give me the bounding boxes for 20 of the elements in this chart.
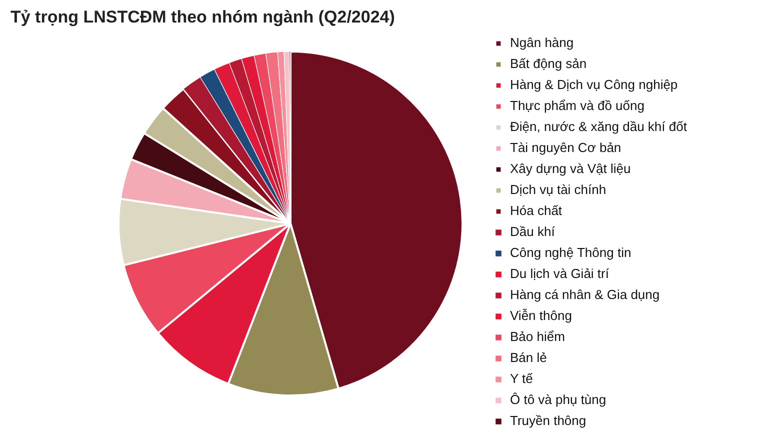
chart-title: Tỷ trọng LNSTCĐM theo nhóm ngành (Q2/2024) xyxy=(10,8,395,26)
legend-label: Dầu khí xyxy=(510,224,555,239)
legend-label: Bán lẻ xyxy=(510,350,547,365)
legend-label: Y tế xyxy=(510,371,533,386)
legend-label: Tài nguyên Cơ bản xyxy=(510,140,622,155)
legend-label: Viễn thông xyxy=(510,308,572,323)
legend-label: Hàng & Dịch vụ Công nghiệp xyxy=(510,77,678,92)
legend-label: Bảo hiểm xyxy=(510,329,565,344)
legend-label: Hóa chất xyxy=(510,203,562,218)
legend-label: Dịch vụ tài chính xyxy=(510,182,606,197)
legend-label: Ô tô và phụ tùng xyxy=(510,392,606,407)
legend-label: Xây dựng và Vật liệu xyxy=(510,161,631,176)
legend-label: Hàng cá nhân & Gia dụng xyxy=(510,287,660,302)
legend-label: Truyền thông xyxy=(510,413,586,428)
legend-label: Thực phẩm và đồ uống xyxy=(510,98,644,113)
legend-label: Ngân hàng xyxy=(510,35,574,50)
legend-label: Điện, nước & xăng dầu khí đốt xyxy=(510,119,687,134)
legend-label: Du lịch và Giải trí xyxy=(510,266,609,281)
legend-label: Bất động sản xyxy=(510,56,587,71)
legend-label: Công nghệ Thông tin xyxy=(510,245,632,260)
